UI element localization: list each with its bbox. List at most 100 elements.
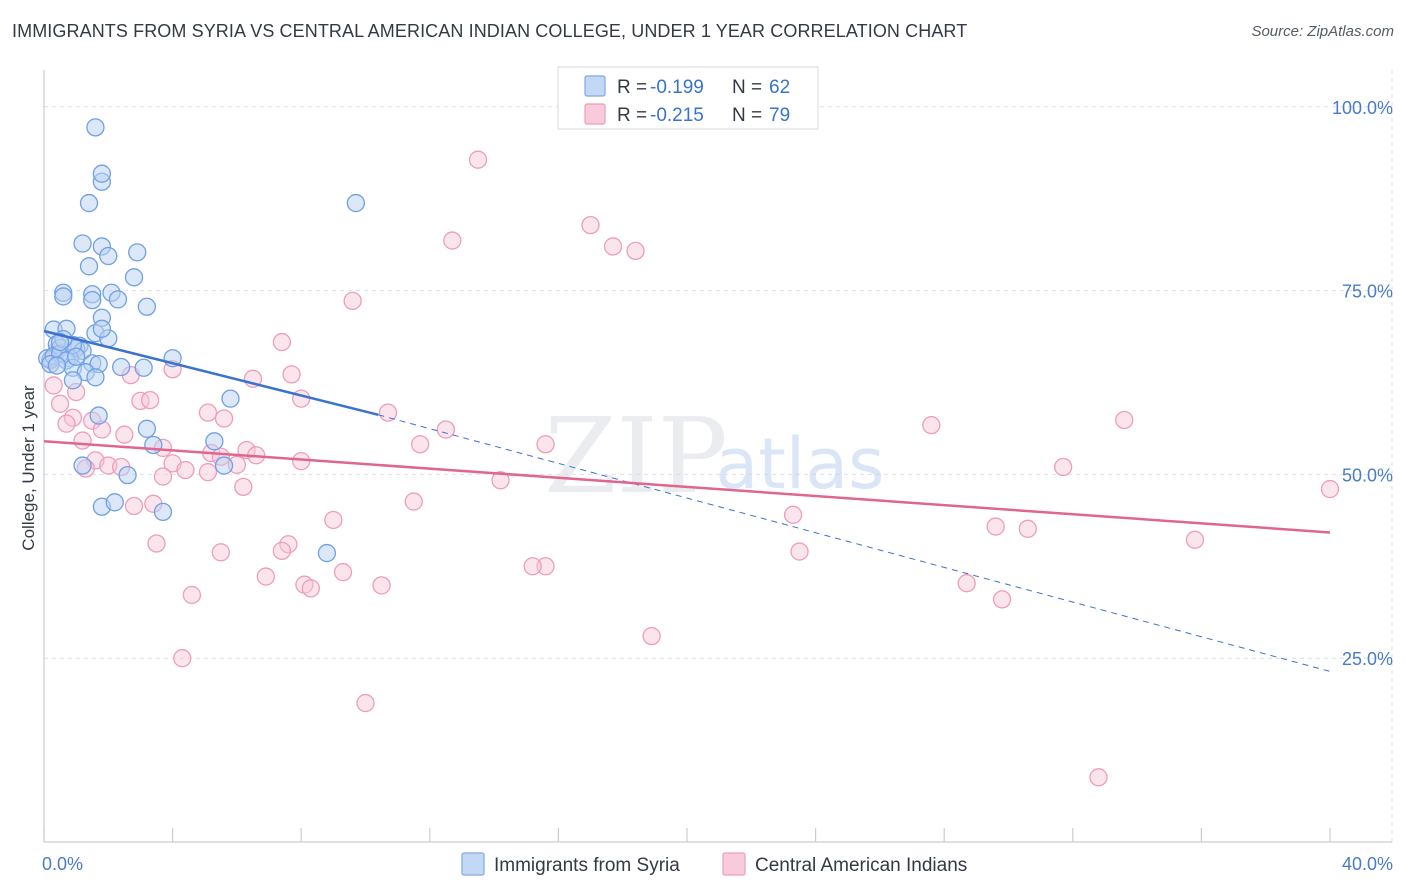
point-central-american-indians [301, 579, 320, 598]
point-immigrants-from-syria [83, 290, 102, 310]
point-immigrants-from-syria [67, 347, 86, 366]
point-central-american-indians [50, 394, 70, 413]
point-central-american-indians [214, 409, 234, 428]
chart-source: Source: ZipAtlas.com [1251, 23, 1394, 40]
point-central-american-indians [411, 435, 430, 454]
point-immigrants-from-syria [79, 257, 99, 276]
point-immigrants-from-syria [221, 389, 240, 408]
point-central-american-indians [372, 576, 391, 595]
point-central-american-indians [1054, 457, 1073, 477]
point-central-american-indians [378, 403, 398, 422]
point-immigrants-from-syria [112, 357, 131, 377]
point-central-american-indians [536, 557, 555, 576]
point-immigrants-from-syria [317, 543, 337, 563]
trend-central-american-indians [43, 440, 1331, 534]
top-legend-r-label-2: R = [617, 105, 652, 126]
y-tick-label: 50.0% [1342, 465, 1393, 485]
y-axis-label: College, Under 1 year [19, 385, 38, 551]
point-central-american-indians [1185, 530, 1205, 549]
point-immigrants-from-syria [63, 371, 83, 390]
watermark-atlas: atlas [715, 423, 884, 505]
point-immigrants-from-syria [105, 493, 124, 512]
point-immigrants-from-syria [50, 332, 70, 352]
point-central-american-indians [198, 463, 218, 482]
x-tick-label: 0.0% [42, 854, 83, 874]
point-central-american-indians [73, 431, 92, 450]
point-central-american-indians [343, 291, 362, 311]
point-central-american-indians [404, 492, 423, 511]
point-central-american-indians [603, 237, 623, 256]
point-central-american-indians [44, 376, 63, 395]
point-central-american-indians [581, 215, 600, 235]
point-central-american-indians [153, 467, 173, 486]
point-central-american-indians [324, 510, 343, 530]
watermark-zip: ZIP [544, 395, 727, 517]
y-tick-label: 25.0% [1342, 649, 1393, 669]
point-immigrants-from-syria [89, 406, 108, 425]
series-immigrants-from-syria [38, 118, 366, 563]
point-central-american-indians [443, 231, 462, 250]
point-central-american-indians [282, 365, 301, 384]
point-immigrants-from-syria [134, 358, 153, 377]
point-immigrants-from-syria [214, 456, 234, 475]
top-legend-n-label-2: N = [732, 105, 767, 126]
point-immigrants-from-syria [153, 502, 173, 522]
point-central-american-indians [468, 150, 488, 169]
top-legend-swatch-cai [584, 103, 606, 125]
y-tick-labels: 100.0% 75.0% 50.0% 25.0% [1332, 98, 1393, 669]
point-immigrants-from-syria [73, 456, 92, 475]
trend-lines [43, 329, 1331, 672]
point-central-american-indians [536, 435, 555, 454]
chart-title: IMMIGRANTS FROM SYRIA VS CENTRAL AMERICA… [12, 21, 968, 41]
trend-syria [43, 329, 379, 417]
top-legend-r-value-1: -0.199 [650, 77, 704, 98]
point-immigrants-from-syria [108, 290, 128, 309]
point-central-american-indians [211, 543, 230, 562]
point-central-american-indians [256, 567, 275, 586]
point-immigrants-from-syria [99, 246, 118, 266]
point-immigrants-from-syria [124, 268, 144, 287]
point-central-american-indians [957, 574, 976, 593]
point-immigrants-from-syria [92, 164, 112, 183]
point-central-american-indians [234, 477, 253, 497]
point-central-american-indians [272, 332, 292, 352]
point-central-american-indians [131, 391, 150, 411]
point-central-american-indians [272, 541, 292, 560]
x-tick-labels: 0.0% 40.0% [42, 854, 1393, 874]
point-central-american-indians [182, 585, 202, 605]
top-legend-swatch-syria [584, 75, 606, 97]
point-central-american-indians [176, 460, 195, 480]
point-immigrants-from-syria [79, 193, 99, 213]
point-immigrants-from-syria [92, 319, 112, 338]
watermark: ZIP atlas [544, 395, 884, 517]
y-tick-label: 75.0% [1342, 282, 1393, 302]
legend-label-cai: Central American Indians [755, 855, 967, 876]
top-legend-n-value-1: 62 [769, 77, 790, 98]
point-immigrants-from-syria [47, 356, 67, 375]
point-immigrants-from-syria [137, 419, 157, 438]
point-central-american-indians [1089, 768, 1108, 787]
bottom-legend: Immigrants from Syria Central American I… [461, 852, 967, 876]
point-central-american-indians [922, 415, 941, 435]
point-central-american-indians [790, 542, 809, 561]
point-central-american-indians [491, 471, 510, 490]
point-central-american-indians [292, 389, 311, 408]
axes [43, 70, 1392, 843]
point-central-american-indians [115, 425, 134, 444]
point-central-american-indians [642, 626, 661, 646]
top-legend-r-value-2: -0.215 [650, 105, 704, 126]
point-central-american-indians [140, 390, 160, 410]
point-central-american-indians [198, 403, 218, 422]
point-immigrants-from-syria [86, 118, 105, 137]
point-central-american-indians [173, 649, 192, 668]
legend-swatch-syria [461, 852, 485, 876]
legend-swatch-cai [722, 852, 746, 876]
y-tick-label: 100.0% [1332, 98, 1393, 118]
point-central-american-indians [1115, 410, 1134, 430]
point-central-american-indians [1018, 519, 1037, 538]
point-central-american-indians [523, 557, 542, 576]
top-legend-r-label-1: R = [617, 77, 652, 98]
point-central-american-indians [992, 590, 1012, 609]
point-central-american-indians [626, 241, 645, 261]
